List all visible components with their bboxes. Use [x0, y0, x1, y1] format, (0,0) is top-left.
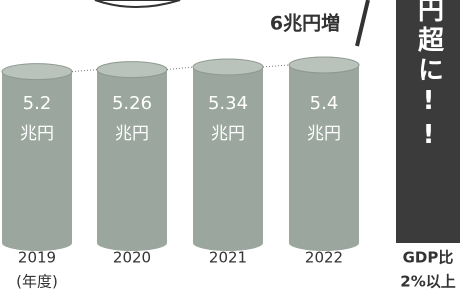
cylinder-top [193, 59, 263, 75]
target-bar-text: 円超に!! [414, 0, 444, 154]
x-tick-label: 2020 [113, 249, 151, 267]
x-tick-label: 2019 [18, 249, 56, 267]
value-label: 5.2 [23, 93, 52, 114]
x-tick-label: 2021 [209, 249, 247, 267]
unit-label: 兆円 [20, 124, 54, 144]
value-label: 5.34 [208, 93, 248, 114]
unit-label: 兆円 [115, 124, 149, 144]
cylinder-top [289, 57, 359, 73]
value-label: 5.26 [112, 93, 152, 114]
cylinder-body [289, 65, 359, 243]
unit-label: 兆円 [307, 124, 341, 144]
cylinder-top [97, 62, 167, 78]
balloon-edge [95, 0, 180, 7]
chart: 6兆円増 5.2 兆円 2019 5.26 兆円 2020 5.34 兆円 2021 5.4 兆円 2… [0, 0, 466, 295]
target-label: 2%以上 [400, 273, 455, 291]
x-tick-label: 2022 [305, 249, 343, 267]
annotation-pointer [357, 0, 368, 46]
connector [167, 67, 193, 70]
value-label: 5.4 [310, 93, 339, 114]
connector [263, 65, 289, 67]
cylinder-top [2, 64, 72, 80]
annotation: 6兆円増 [270, 12, 340, 35]
target-label: GDP比 [403, 249, 454, 267]
connector [72, 70, 97, 72]
category-note: (年度) [16, 273, 58, 291]
unit-label: 兆円 [211, 124, 245, 144]
